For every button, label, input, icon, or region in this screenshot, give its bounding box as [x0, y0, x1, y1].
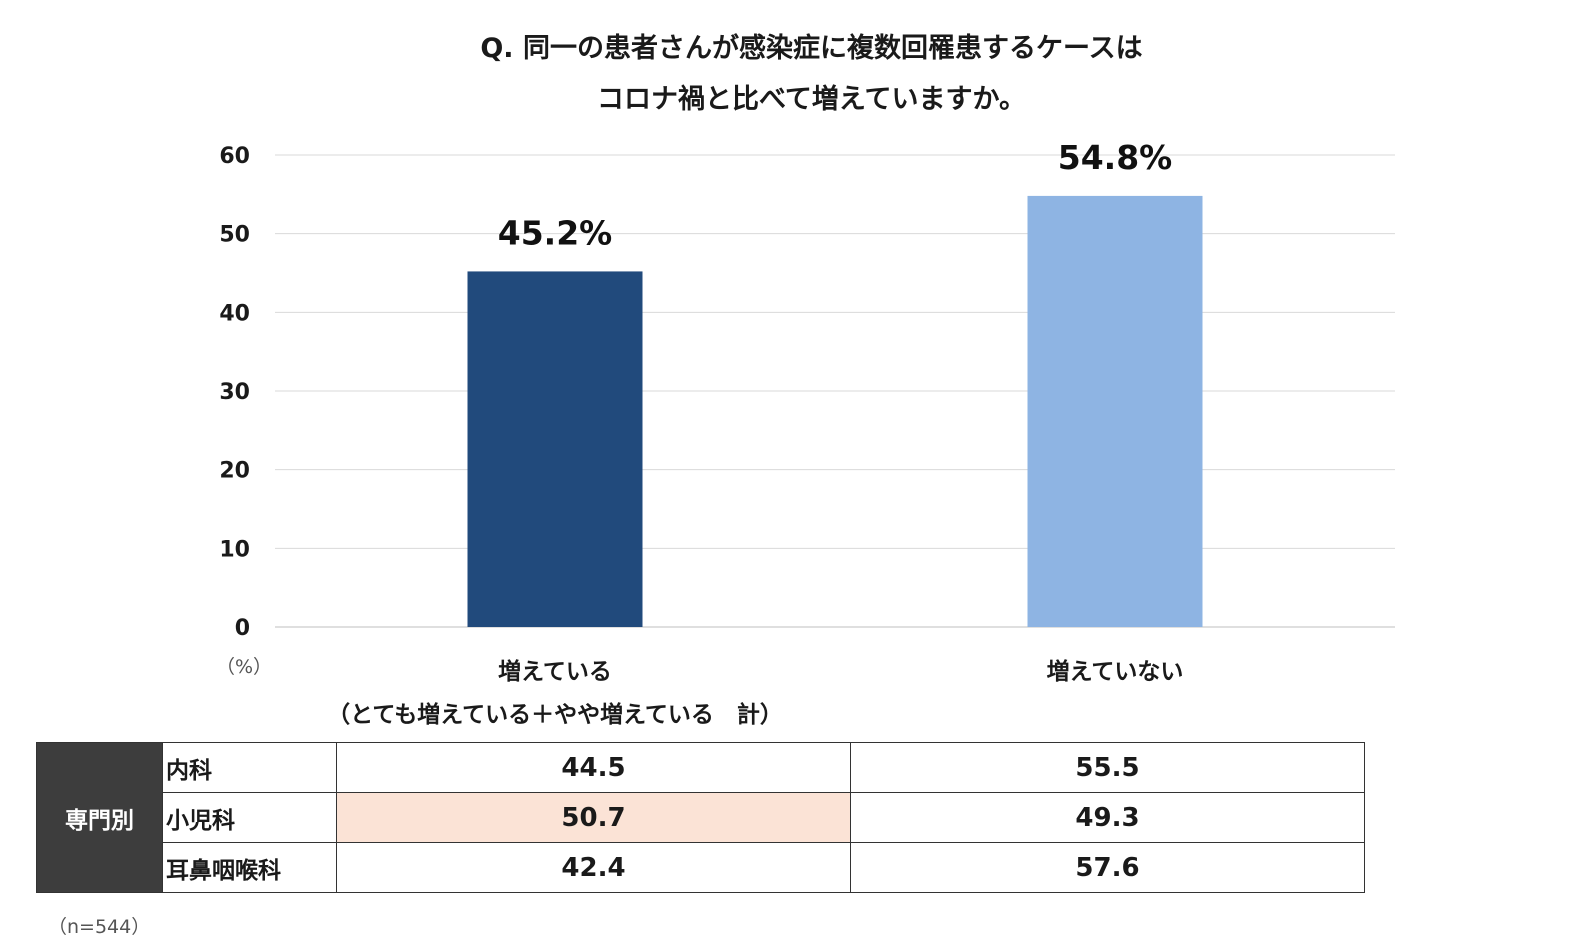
chart-title-line2: コロナ禍と比べて増えていますか。: [596, 84, 1027, 115]
cell-value: 49.3: [850, 792, 1365, 843]
x-category-label-1-sub: （とても増えている＋やや増えている 計）: [327, 702, 783, 728]
row-label: 小児科: [162, 792, 337, 843]
table-row: 専門別 内科 44.5 55.5: [36, 742, 1365, 893]
sample-size-note: （n=544）: [48, 916, 151, 938]
cell-value: 42.4: [336, 842, 851, 893]
table-row: 小児科 50.7 49.3: [37, 792, 1365, 843]
y-axis-unit-label: （%）: [216, 656, 273, 678]
cell-value: 55.5: [850, 742, 1365, 793]
specialty-breakdown-table: 専門別 内科 44.5 55.5 小児科 50.7 49.3 耳鼻咽喉科 42.…: [36, 742, 1365, 893]
y-tick-label: 50: [219, 223, 250, 248]
bar: [467, 271, 643, 627]
y-tick-label: 0: [235, 616, 250, 641]
chart-title-line1: Q. 同一の患者さんが感染症に複数回罹患するケースは: [480, 33, 1143, 64]
bar-chart: 0 10 20 30 40 50 60 45.2% 54.8%: [219, 138, 1395, 641]
x-category-label-2: 増えていない: [1046, 659, 1184, 685]
bar: [1027, 195, 1203, 627]
data-label: 45.2%: [498, 213, 613, 252]
y-tick-label: 60: [219, 144, 250, 169]
y-tick-label: 10: [219, 537, 250, 562]
cell-value-highlighted: 50.7: [336, 792, 851, 843]
table-row: 耳鼻咽喉科 42.4 57.6: [37, 842, 1365, 893]
row-label: 内科: [162, 742, 337, 793]
data-label: 54.8%: [1058, 138, 1173, 177]
group-label: 専門別: [36, 742, 163, 893]
x-category-label-1: 増えている: [498, 659, 612, 685]
y-tick-label: 40: [219, 301, 250, 326]
y-tick-label: 30: [219, 380, 250, 405]
cell-value: 57.6: [850, 842, 1365, 893]
y-tick-label: 20: [219, 459, 250, 484]
row-label: 耳鼻咽喉科: [162, 842, 337, 893]
cell-value: 44.5: [336, 742, 851, 793]
